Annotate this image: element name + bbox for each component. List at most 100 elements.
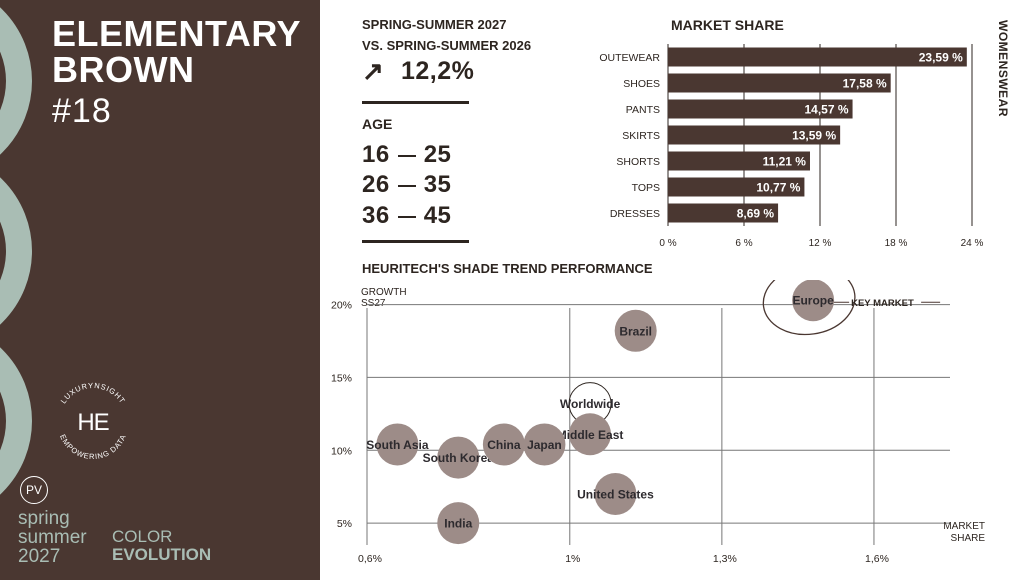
luxurynsight-logo: LUXURYNSIGHT EMPOWERING DATA HE xyxy=(58,381,128,461)
bar xyxy=(668,151,810,171)
bar-value-label: 10,77 % xyxy=(756,181,800,195)
bubble-label: Japan xyxy=(527,438,562,452)
bar-value-label: 11,21 % xyxy=(763,155,807,169)
bar xyxy=(668,99,853,119)
evolution-line2: EVOLUTION xyxy=(112,545,212,564)
bubble-label: China xyxy=(487,438,521,452)
evolution-line1: COLOR xyxy=(112,527,173,546)
category-label: TOPS xyxy=(632,182,660,194)
season-line3: 2027 xyxy=(18,546,61,567)
season-block: spring summer 2027 xyxy=(18,509,87,566)
category-label: SKIRTS xyxy=(622,130,660,142)
age-dash xyxy=(397,215,416,218)
y-tick-label: 15% xyxy=(331,372,352,384)
bar-value-label: 17,58 % xyxy=(843,77,887,91)
bubble-label: Europe xyxy=(792,294,834,308)
bar-value-label: 23,59 % xyxy=(919,51,963,65)
bubble xyxy=(523,423,566,466)
age-from: 26 xyxy=(362,171,390,198)
logo-mark: HE xyxy=(77,409,108,436)
age-range-row: 36 45 xyxy=(362,202,451,230)
sidebar: ELEMENTARY BROWN #18 LUXURYNSIGHT EMPOWE… xyxy=(0,0,320,580)
bar-value-label: 14,57 % xyxy=(805,103,849,117)
category-label: PANTS xyxy=(626,104,660,116)
x-tick-label: 18 % xyxy=(885,238,908,249)
bubble-label: India xyxy=(444,517,472,531)
color-name: ELEMENTARY BROWN xyxy=(52,16,317,88)
x-tick-label: 1% xyxy=(565,553,580,565)
market-share-bar-chart: 0 % 6 % 12 % 18 % 24 % OUTEWEAR 23,59 % SHOES 17… xyxy=(599,44,984,249)
decorative-ring-2 xyxy=(0,150,32,352)
bubble-label: South Asia xyxy=(366,438,429,452)
color-number: #18 xyxy=(52,92,112,130)
logo-top-text: LUXURYNSIGHT xyxy=(59,381,127,405)
bar xyxy=(668,177,805,197)
category-label: SHOES xyxy=(623,78,660,90)
x-axis-label-line2: SHARE xyxy=(951,533,986,544)
x-tick-label: 6 % xyxy=(735,238,752,249)
age-dash xyxy=(397,184,416,187)
bubble-label: Worldwide xyxy=(560,397,621,411)
key-market-label: KEY MARKET xyxy=(851,298,914,309)
bubble xyxy=(569,413,612,456)
season-line1: spring xyxy=(18,508,70,529)
age-dash xyxy=(397,154,416,157)
bubble xyxy=(482,423,525,466)
age-from: 16 xyxy=(362,141,390,168)
x-tick-label: 1,6% xyxy=(865,553,889,565)
bubble xyxy=(437,436,480,479)
bubble xyxy=(614,309,657,352)
market-share-title: MARKET SHARE xyxy=(671,17,784,33)
y-axis-label-line2: SS27 xyxy=(361,298,386,309)
x-axis-label-line1: MARKET xyxy=(943,521,985,532)
season-line2: summer xyxy=(18,527,87,548)
key-market-ring xyxy=(762,280,856,336)
bubble-label: Brazil xyxy=(619,324,652,338)
age-range-row: 16 25 xyxy=(362,141,451,169)
season-comparison-line2: VS. SPRING-SUMMER 2026 xyxy=(362,38,532,53)
x-tick-label: 1,3% xyxy=(713,553,737,565)
x-tick-label: 0 % xyxy=(659,238,676,249)
svg-text:LUXURYNSIGHT: LUXURYNSIGHT xyxy=(59,381,127,405)
svg-text:EMPOWERING DATA: EMPOWERING DATA xyxy=(58,433,128,461)
y-tick-label: 20% xyxy=(331,300,352,312)
evolution-block: COLOR EVOLUTION xyxy=(112,528,211,564)
bar xyxy=(668,125,841,145)
divider-top xyxy=(362,101,469,104)
category-label: DRESSES xyxy=(610,208,660,220)
decorative-ring-1 xyxy=(0,0,32,182)
age-to: 35 xyxy=(423,171,452,198)
season-comparison-line1: SPRING-SUMMER 2027 xyxy=(362,17,507,32)
age-to: 25 xyxy=(423,141,452,168)
bubble-label: Middle East xyxy=(557,428,624,442)
logo-bottom-text: EMPOWERING DATA xyxy=(58,433,127,461)
age-to: 45 xyxy=(423,202,452,229)
x-tick-label: 24 % xyxy=(961,238,984,249)
shade-trend-title: HEURITECH'S SHADE TREND PERFORMANCE xyxy=(362,261,653,276)
category-label: OUTEWEAR xyxy=(599,52,660,64)
x-tick-label: 0,6% xyxy=(358,553,382,565)
y-axis-label-line1: GROWTH xyxy=(361,287,407,298)
bubble xyxy=(437,502,480,545)
y-tick-label: 5% xyxy=(337,518,352,530)
y-tick-label: 10% xyxy=(331,445,352,457)
color-name-line2: BROWN xyxy=(52,49,195,90)
bar xyxy=(668,47,967,67)
bar-value-label: 8,69 % xyxy=(737,207,775,221)
category-label: SHORTS xyxy=(616,156,660,168)
pv-badge: PV xyxy=(20,476,48,504)
bar xyxy=(668,203,779,223)
trend-up-arrow-icon: ↗ xyxy=(362,56,384,86)
age-range-row: 26 35 xyxy=(362,171,451,199)
x-tick-label: 12 % xyxy=(809,238,832,249)
color-name-line1: ELEMENTARY xyxy=(52,13,302,54)
age-from: 36 xyxy=(362,202,390,229)
bubble-label: South Korea xyxy=(423,451,495,465)
bubble-label: United States xyxy=(577,488,654,502)
bubble xyxy=(792,280,835,322)
growth-value: 12,2% xyxy=(401,57,475,85)
bubble xyxy=(594,473,637,515)
bar-value-label: 13,59 % xyxy=(792,129,836,143)
bar xyxy=(668,73,891,93)
